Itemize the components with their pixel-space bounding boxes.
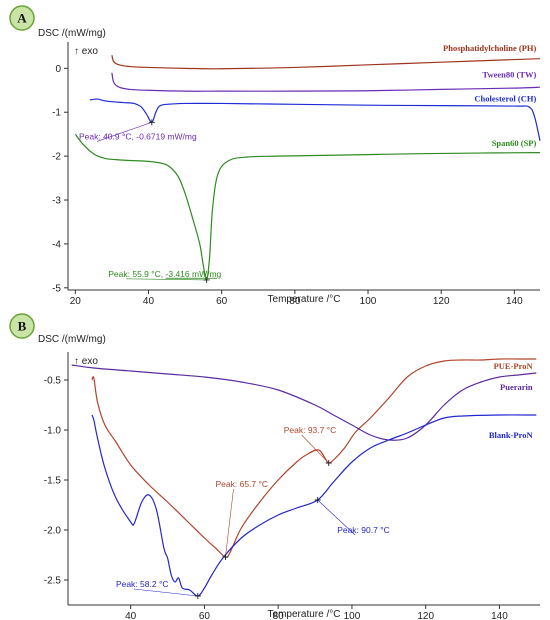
series-line bbox=[111, 72, 541, 92]
peak-label: Peak: 90.7 °C bbox=[337, 525, 390, 535]
exo-indicator: ↑ exo bbox=[74, 46, 98, 57]
x-tick-label: 140 bbox=[506, 296, 523, 307]
y-tick-label: -3 bbox=[52, 196, 61, 207]
peak-leader bbox=[96, 122, 152, 142]
series-label: PUE-ProN bbox=[494, 361, 534, 371]
peak-marker bbox=[203, 276, 210, 283]
y-tick-label: -4 bbox=[52, 239, 61, 250]
x-tick-label: 100 bbox=[344, 611, 361, 620]
y-tick-label: -0.5 bbox=[44, 376, 62, 387]
series-line bbox=[71, 364, 537, 441]
series-label: Phosphatidylcholine (PH) bbox=[443, 43, 536, 53]
y-tick-label: -2 bbox=[52, 152, 61, 163]
x-tick-label: 20 bbox=[70, 296, 82, 307]
panel-letter: B bbox=[18, 319, 27, 334]
chart-panel-b: B DSC /(mW/mg) ↑ exo 40 60 80 100 120 140 -0.5 -1.… bbox=[9, 313, 540, 620]
peak-marker bbox=[314, 497, 321, 503]
peak-marker bbox=[194, 593, 201, 599]
chart-panel-a: A DSC /(mW/mg) ↑ exo 20 40 60 80 100 120 140 0 -1 -2… bbox=[9, 5, 541, 307]
series-label: Puerarin bbox=[500, 382, 533, 392]
peak-leader bbox=[133, 588, 198, 597]
y-tick-label: -2.5 bbox=[44, 576, 62, 587]
x-axis-title: Temperature /°C bbox=[268, 609, 341, 620]
x-tick-label: 120 bbox=[433, 296, 450, 307]
y-axis-title: DSC /(mW/mg) bbox=[38, 28, 106, 39]
panel-badge bbox=[9, 313, 35, 339]
y-axis-title: DSC /(mW/mg) bbox=[38, 334, 106, 345]
x-tick-label: 60 bbox=[199, 611, 211, 620]
series-label: Blank-ProN bbox=[489, 430, 534, 440]
y-tick-label: -2.0 bbox=[44, 526, 62, 537]
peak-label: Peak: 55.9 °C, -3.416 mW/mg bbox=[108, 269, 221, 279]
peak-label: Peak: 58.2 °C bbox=[116, 579, 169, 589]
x-tick-label: 80 bbox=[289, 296, 301, 307]
x-axis-title: Temperature /°C bbox=[268, 294, 341, 305]
series-line bbox=[91, 414, 537, 597]
x-tick-label: 40 bbox=[125, 611, 137, 620]
panel-letter: A bbox=[17, 11, 27, 26]
peak-label: Peak: 93.7 °C bbox=[284, 425, 337, 435]
series-line bbox=[111, 55, 541, 70]
peak-label: Peak: 40.9 °C, -0.6719 mW/mg bbox=[79, 131, 197, 141]
y-tick-label: 0 bbox=[55, 64, 61, 75]
series-line bbox=[91, 358, 537, 558]
peak-leader bbox=[301, 434, 329, 464]
x-tick-label: 40 bbox=[143, 296, 155, 307]
peak-leader bbox=[317, 499, 356, 536]
x-tick-label: 140 bbox=[491, 611, 508, 620]
peak-marker bbox=[325, 460, 332, 466]
peak-label: Peak: 65.7 °C bbox=[216, 479, 269, 489]
peak-marker bbox=[222, 554, 229, 560]
x-tick-label: 120 bbox=[417, 611, 434, 620]
peak-leader bbox=[225, 488, 234, 558]
y-tick-label: -1.0 bbox=[44, 426, 62, 437]
y-tick-label: -1.5 bbox=[44, 476, 62, 487]
x-tick-label: 100 bbox=[360, 296, 377, 307]
series-line bbox=[74, 133, 541, 281]
panel-badge bbox=[9, 5, 35, 31]
peak-marker bbox=[148, 119, 155, 126]
exo-indicator: ↑ exo bbox=[74, 356, 98, 367]
y-tick-label: -5 bbox=[52, 283, 61, 294]
series-label: Cholesterol (CH) bbox=[474, 93, 536, 103]
peak-leader bbox=[126, 278, 207, 281]
y-tick-label: -1 bbox=[52, 108, 61, 119]
x-tick-label: 60 bbox=[216, 296, 228, 307]
x-tick-label: 80 bbox=[273, 611, 285, 620]
series-line bbox=[89, 98, 541, 141]
series-label: Span60 (SP) bbox=[492, 138, 537, 148]
series-label: Tween80 (TW) bbox=[482, 70, 536, 80]
